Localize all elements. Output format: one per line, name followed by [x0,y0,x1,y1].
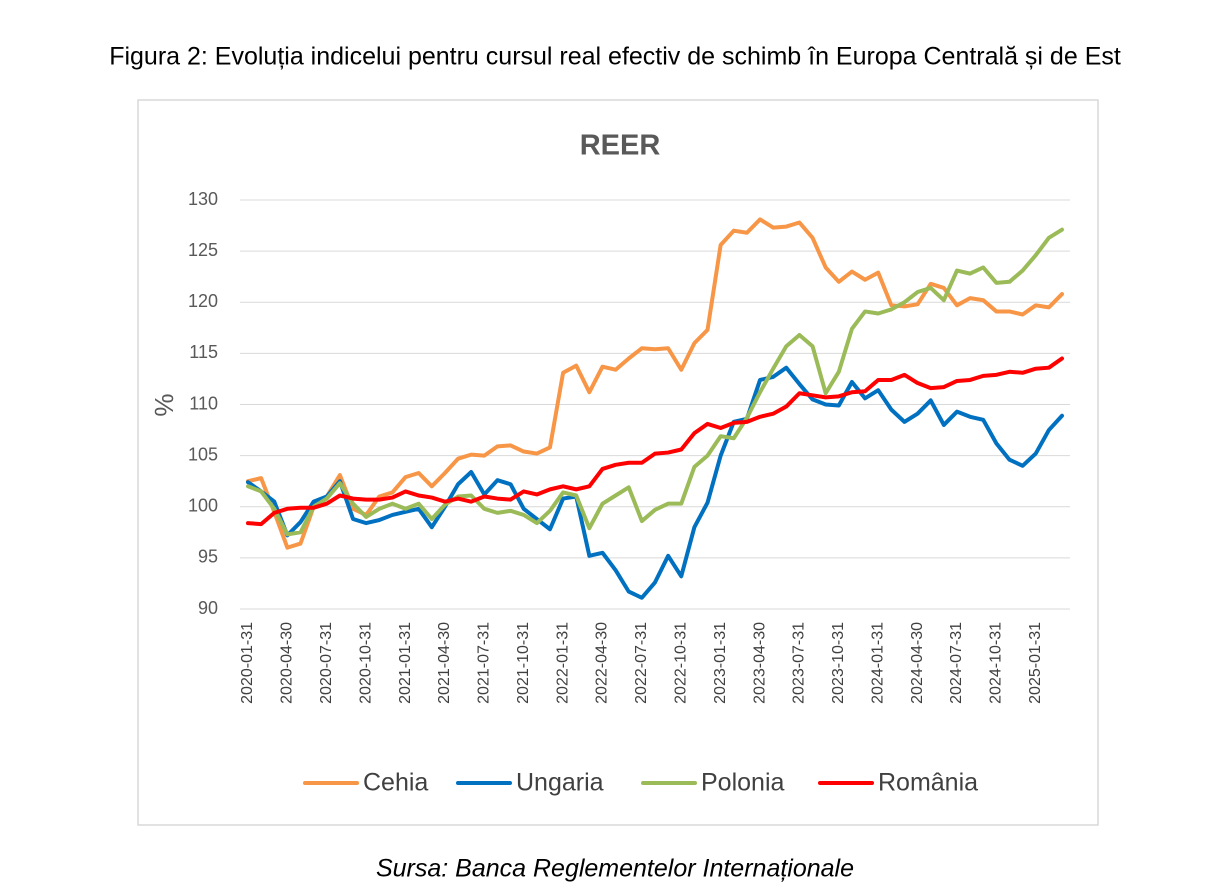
y-tick-label: 105 [188,444,218,464]
x-tick-label: 2020-07-31 [318,622,335,704]
x-tick-label: 2023-01-31 [712,622,729,704]
x-tick-label: 2024-04-30 [909,622,926,704]
x-tick-label: 2022-10-31 [672,622,689,704]
y-axis-label: % [149,393,179,416]
x-tick-label: 2020-04-30 [279,622,296,704]
x-tick-label: 2020-01-31 [239,622,256,704]
x-tick-label: 2022-07-31 [633,622,650,704]
x-tick-label: 2023-04-30 [751,622,768,704]
y-tick-label: 110 [189,393,218,413]
legend-label: Polonia [701,769,784,797]
y-tick-label: 95 [198,547,218,567]
x-tick-label: 2021-04-30 [436,622,453,704]
y-tick-label: 130 [188,189,218,209]
x-tick-label: 2022-01-31 [554,622,571,704]
source: Sursa: Banca Reglementelor Internațional… [376,855,854,883]
y-tick-label: 100 [188,496,218,516]
x-tick-label: 2025-01-31 [1027,622,1044,704]
x-tick-label: 2023-07-31 [791,622,808,704]
y-tick-label: 120 [188,291,218,311]
x-tick-label: 2024-10-31 [988,622,1005,704]
figure-caption: Figura 2: Evoluția indicelui pentru curs… [109,43,1121,71]
x-tick-label: 2023-10-31 [830,622,847,704]
x-tick-label: 2021-07-31 [476,622,493,704]
x-tick-label: 2021-01-31 [397,622,414,704]
x-tick-label: 2024-07-31 [948,622,965,704]
x-tick-label: 2024-01-31 [869,622,886,704]
y-tick-label: 115 [189,342,218,362]
series-line [246,356,1064,527]
x-tick-label: 2022-04-30 [594,622,611,704]
series-line [246,227,1064,537]
x-tick-label: 2021-10-31 [515,622,532,704]
legend-label: România [878,769,978,797]
series-line [246,365,1064,600]
y-tick-label: 90 [198,598,218,618]
x-tick-label: 2020-10-31 [357,622,374,704]
y-tick-label: 125 [188,240,218,260]
chart-title: REER [580,130,661,162]
legend-label: Ungaria [516,769,604,797]
legend-label: Cehia [363,769,428,797]
